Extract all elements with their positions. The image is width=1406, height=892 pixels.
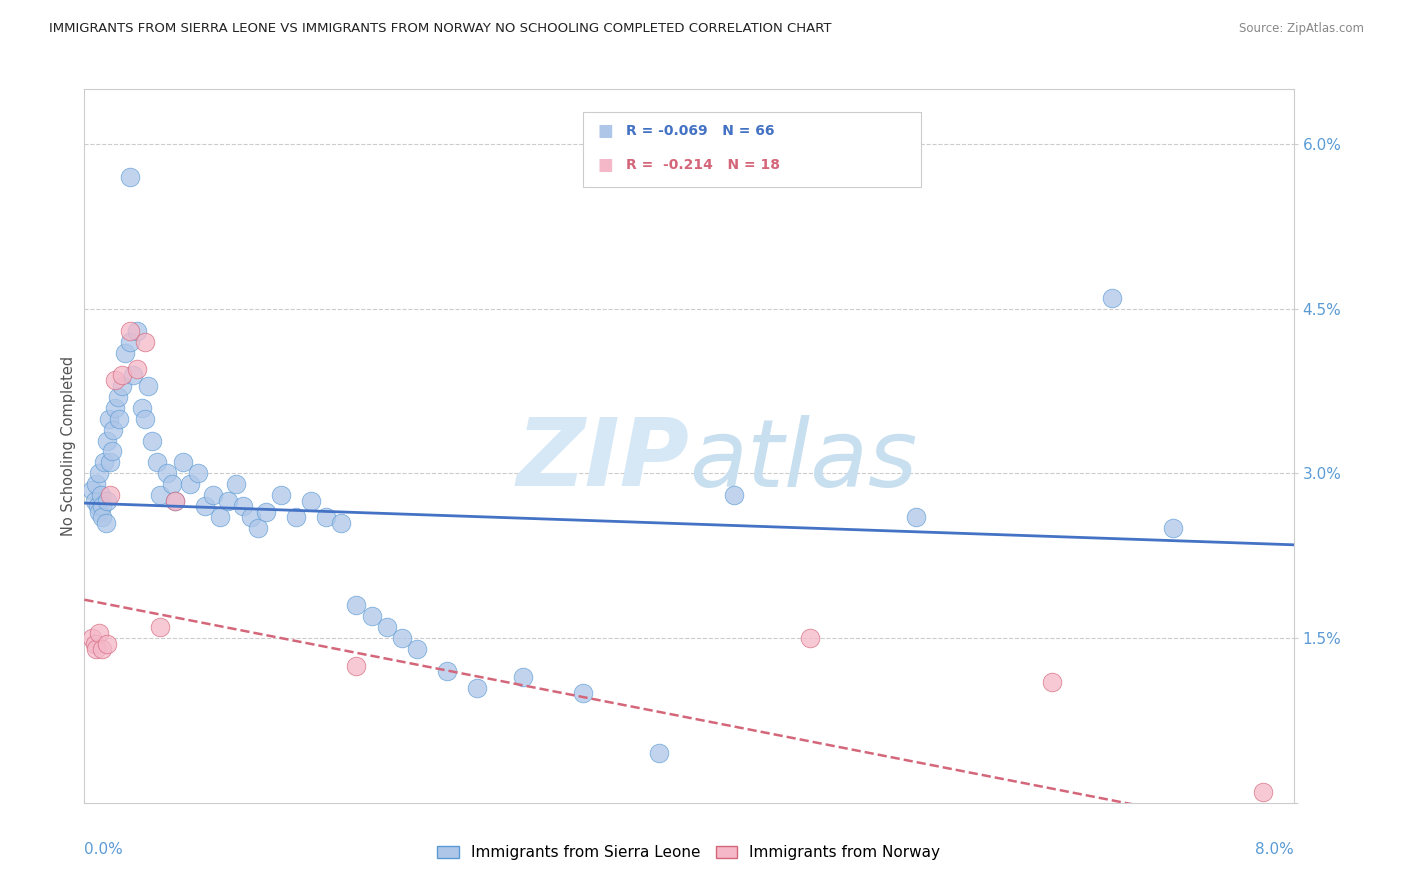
- Point: [127, 324, 149, 338]
- Point: [84, 637, 107, 651]
- Text: ■: ■: [598, 122, 613, 140]
- Point: [118, 324, 141, 338]
- Point: [96, 434, 118, 448]
- Point: [299, 494, 322, 508]
- Point: [149, 488, 172, 502]
- Point: [134, 334, 156, 349]
- Point: [118, 334, 141, 349]
- Point: [107, 390, 129, 404]
- Legend: Immigrants from Sierra Leone, Immigrants from Norway: Immigrants from Sierra Leone, Immigrants…: [432, 839, 946, 866]
- Point: [467, 681, 489, 695]
- Text: R =  -0.214   N = 18: R = -0.214 N = 18: [626, 158, 780, 172]
- Point: [1161, 521, 1184, 535]
- Point: [100, 444, 122, 458]
- Text: R = -0.069   N = 66: R = -0.069 N = 66: [626, 124, 775, 138]
- Point: [1101, 291, 1123, 305]
- Point: [96, 494, 118, 508]
- Text: ■: ■: [598, 156, 613, 174]
- Point: [86, 477, 108, 491]
- Point: [141, 434, 163, 448]
- Point: [146, 455, 169, 469]
- Point: [160, 477, 183, 491]
- Point: [121, 368, 143, 382]
- Point: [101, 423, 124, 437]
- Point: [165, 494, 187, 508]
- Point: [136, 378, 159, 392]
- Point: [194, 500, 217, 514]
- Point: [127, 362, 149, 376]
- Point: [330, 516, 353, 530]
- Point: [254, 505, 277, 519]
- Point: [225, 477, 247, 491]
- Point: [512, 669, 534, 683]
- Text: IMMIGRANTS FROM SIERRA LEONE VS IMMIGRANTS FROM NORWAY NO SCHOOLING COMPLETED CO: IMMIGRANTS FROM SIERRA LEONE VS IMMIGRAN…: [49, 22, 832, 36]
- Point: [239, 510, 262, 524]
- Point: [118, 169, 141, 184]
- Point: [391, 631, 413, 645]
- Point: [375, 620, 398, 634]
- Point: [360, 609, 382, 624]
- Point: [80, 483, 103, 497]
- Point: [209, 510, 232, 524]
- Point: [165, 494, 187, 508]
- Point: [80, 631, 103, 645]
- Text: atlas: atlas: [689, 415, 917, 506]
- Text: 0.0%: 0.0%: [84, 842, 124, 857]
- Point: [149, 620, 172, 634]
- Point: [1253, 785, 1275, 799]
- Point: [89, 467, 111, 481]
- Point: [406, 642, 429, 657]
- Text: 8.0%: 8.0%: [1254, 842, 1294, 857]
- Point: [131, 401, 153, 415]
- Point: [217, 494, 239, 508]
- Point: [111, 368, 134, 382]
- Point: [104, 373, 127, 387]
- Point: [1040, 675, 1063, 690]
- Point: [91, 500, 114, 514]
- Point: [90, 488, 112, 502]
- Point: [96, 637, 118, 651]
- Point: [187, 467, 209, 481]
- Point: [98, 455, 121, 469]
- Point: [111, 378, 134, 392]
- Point: [723, 488, 745, 502]
- Y-axis label: No Schooling Completed: No Schooling Completed: [60, 356, 76, 536]
- Point: [91, 510, 114, 524]
- Point: [315, 510, 337, 524]
- Point: [84, 494, 107, 508]
- Point: [104, 401, 127, 415]
- Point: [89, 505, 111, 519]
- Point: [89, 625, 111, 640]
- Point: [648, 747, 671, 761]
- Point: [98, 488, 121, 502]
- Text: ZIP: ZIP: [516, 414, 689, 507]
- Point: [86, 642, 108, 657]
- Point: [436, 664, 458, 678]
- Point: [93, 455, 115, 469]
- Point: [270, 488, 292, 502]
- Point: [108, 411, 131, 425]
- Point: [346, 658, 368, 673]
- Point: [172, 455, 194, 469]
- Point: [114, 345, 136, 359]
- Point: [572, 686, 595, 700]
- Point: [94, 516, 117, 530]
- Point: [904, 510, 927, 524]
- Point: [179, 477, 201, 491]
- Point: [134, 411, 156, 425]
- Point: [799, 631, 821, 645]
- Point: [284, 510, 308, 524]
- Text: Source: ZipAtlas.com: Source: ZipAtlas.com: [1239, 22, 1364, 36]
- Point: [247, 521, 270, 535]
- Point: [87, 500, 110, 514]
- Point: [97, 411, 120, 425]
- Point: [201, 488, 224, 502]
- Point: [346, 598, 368, 612]
- Point: [91, 642, 114, 657]
- Point: [156, 467, 179, 481]
- Point: [232, 500, 254, 514]
